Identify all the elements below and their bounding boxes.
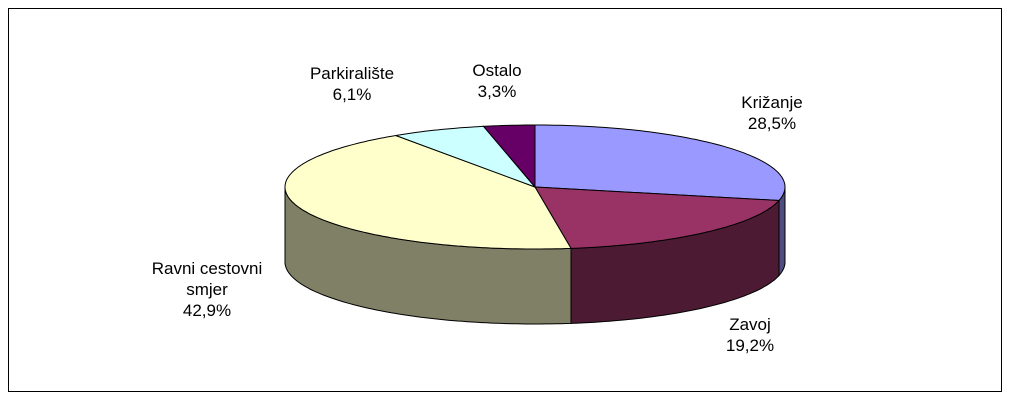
slice — [482, 124, 536, 189]
data-label: Zavoj 19,2% — [670, 314, 830, 356]
data-label: Ravni cestovni smjer 42,9% — [142, 258, 272, 321]
value-label: 6,1% — [332, 85, 372, 104]
data-label: Ostalo 3,3% — [417, 60, 577, 102]
data-label: Križanje 28,5% — [692, 92, 852, 134]
value-label: 19,2% — [725, 336, 775, 355]
category-label: Ostalo — [472, 61, 522, 80]
slice — [284, 134, 572, 250]
slice — [395, 125, 537, 189]
category-label: Zavoj — [729, 315, 771, 334]
chart-frame — [8, 8, 1002, 392]
category-label: Parkiralište — [309, 64, 395, 83]
slice — [534, 186, 781, 249]
slice — [534, 124, 786, 202]
category-label: Križanje — [741, 93, 803, 112]
slice-side — [778, 187, 786, 277]
value-label: 28,5% — [747, 114, 797, 133]
category-label: Ravni cestovni smjer — [151, 259, 263, 299]
data-label: Parkiralište 6,1% — [272, 63, 432, 105]
value-label: 3,3% — [477, 82, 517, 101]
value-label: 42,9% — [182, 301, 232, 320]
